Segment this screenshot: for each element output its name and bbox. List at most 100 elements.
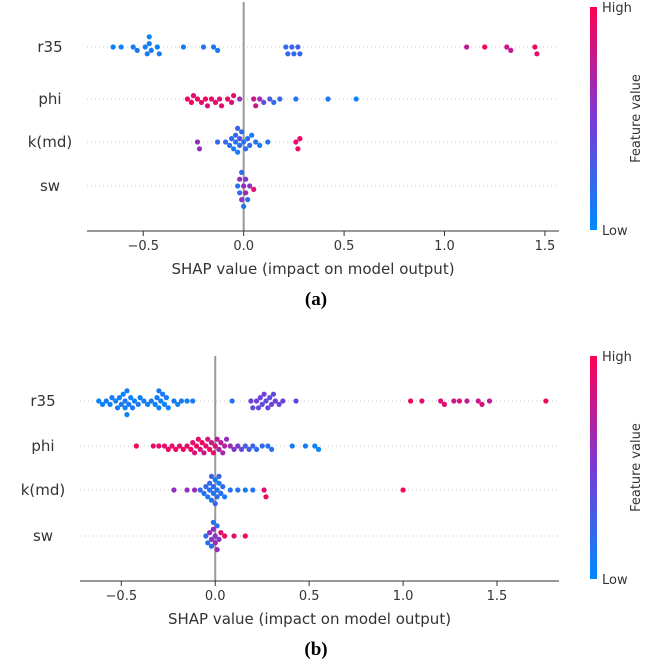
shap-point-sw xyxy=(243,190,249,196)
shap-point-sw xyxy=(207,530,213,536)
shap-point-r35 xyxy=(146,34,152,40)
shap-point-phi xyxy=(250,443,256,449)
shap-point-sw xyxy=(231,533,237,539)
shap-point-sw xyxy=(239,197,245,203)
shap-point-sw xyxy=(243,176,249,182)
shap-point-r35 xyxy=(158,398,164,404)
shap-point-r35 xyxy=(486,398,493,404)
feature-label: phi xyxy=(38,90,61,108)
shap-point-phi xyxy=(238,446,245,452)
shap-point-sw xyxy=(235,183,241,189)
x-axis-title: SHAP value (impact on model output) xyxy=(168,610,451,628)
shap-point-kmd xyxy=(207,487,213,493)
shap-point-sw xyxy=(208,543,215,549)
shap-point-r35 xyxy=(438,398,444,404)
shap-point-kmd xyxy=(222,494,228,500)
shap-point-phi xyxy=(227,443,233,449)
shap-point-sw xyxy=(212,533,218,539)
shap-point-phi xyxy=(184,96,191,102)
shap-point-r35 xyxy=(190,398,196,404)
shap-point-phi xyxy=(293,96,299,102)
shap-point-phi xyxy=(180,446,186,452)
shap-point-kmd xyxy=(235,149,241,155)
shap-point-sw xyxy=(210,519,216,526)
shap-point-phi xyxy=(208,440,215,446)
shap-point-kmd xyxy=(216,473,222,479)
shap-point-phi xyxy=(325,96,331,102)
shap-point-kmd xyxy=(207,480,213,486)
shap-point-phi xyxy=(315,446,322,452)
shap-point-r35 xyxy=(171,398,177,404)
shap-point-kmd xyxy=(235,125,241,131)
shap-point-r35 xyxy=(161,401,168,407)
shap-point-kmd xyxy=(243,146,249,152)
shap-point-phi xyxy=(216,446,222,452)
shap-point-r35 xyxy=(297,51,303,57)
shap-point-r35 xyxy=(137,395,143,401)
shap-point-kmd xyxy=(229,136,235,142)
shap-point-r35 xyxy=(131,398,138,404)
shap-point-phi xyxy=(201,450,207,456)
shap-point-kmd xyxy=(210,484,216,490)
shap-point-r35 xyxy=(118,401,124,407)
shap-point-kmd xyxy=(201,490,207,496)
colorbar xyxy=(590,356,597,579)
shap-point-sw xyxy=(210,526,216,532)
feature-label: r35 xyxy=(30,392,55,410)
shap-point-r35 xyxy=(148,47,154,54)
shap-point-kmd xyxy=(205,494,211,500)
shap-point-phi xyxy=(133,443,139,449)
shap-point-phi xyxy=(204,103,211,109)
shap-point-phi xyxy=(277,96,283,102)
shap-point-phi xyxy=(237,96,243,102)
shap-point-kmd xyxy=(233,132,239,138)
shap-point-kmd xyxy=(196,146,203,152)
shap-point-r35 xyxy=(107,401,113,407)
shap-point-r35 xyxy=(210,44,217,50)
shap-point-r35 xyxy=(456,398,463,404)
shap-point-phi xyxy=(231,446,237,452)
shap-point-phi xyxy=(193,443,200,449)
shap-point-phi xyxy=(235,443,241,449)
shap-point-phi xyxy=(203,443,209,449)
shap-point-phi xyxy=(223,436,230,442)
shap-point-r35 xyxy=(116,395,123,401)
shap-point-r35 xyxy=(289,44,295,50)
shap-point-phi xyxy=(257,96,263,102)
shap-point-r35 xyxy=(163,395,170,401)
shap-point-phi xyxy=(222,443,228,449)
shap-point-phi xyxy=(191,450,198,456)
shap-point-kmd xyxy=(210,490,216,496)
shap-point-phi xyxy=(190,93,197,99)
shap-point-r35 xyxy=(464,398,470,404)
shap-point-r35 xyxy=(532,44,538,50)
shap-point-r35 xyxy=(261,391,267,397)
shap-point-kmd xyxy=(227,487,233,493)
shap-point-kmd xyxy=(237,142,243,148)
shap-point-r35 xyxy=(118,44,124,50)
colorbar-low-label: Low xyxy=(602,573,628,588)
colorbar-high-label: High xyxy=(602,1,632,16)
x-tick-label: 0.0 xyxy=(233,239,254,254)
shap-point-r35 xyxy=(200,44,207,50)
feature-label: r35 xyxy=(37,38,62,56)
shap-point-kmd xyxy=(265,139,271,145)
shap-point-kmd xyxy=(222,139,229,145)
shap-point-r35 xyxy=(178,398,185,404)
shap-point-phi xyxy=(202,96,209,102)
shap-point-phi xyxy=(265,443,271,449)
shap-point-phi xyxy=(165,446,171,452)
feature-label: sw xyxy=(33,527,53,545)
colorbar-low-label: Low xyxy=(602,224,628,239)
shap-point-r35 xyxy=(534,51,540,57)
shap-point-r35 xyxy=(283,44,289,50)
shap-point-phi xyxy=(212,99,219,105)
shap-point-r35 xyxy=(419,398,425,404)
shap-point-phi xyxy=(229,99,235,105)
shap-point-phi xyxy=(199,440,205,446)
shap-point-r35 xyxy=(270,391,277,397)
shap-point-r35 xyxy=(103,398,109,404)
shap-point-sw xyxy=(208,536,215,543)
shap-point-kmd xyxy=(249,132,255,138)
shap-point-sw xyxy=(241,203,247,209)
